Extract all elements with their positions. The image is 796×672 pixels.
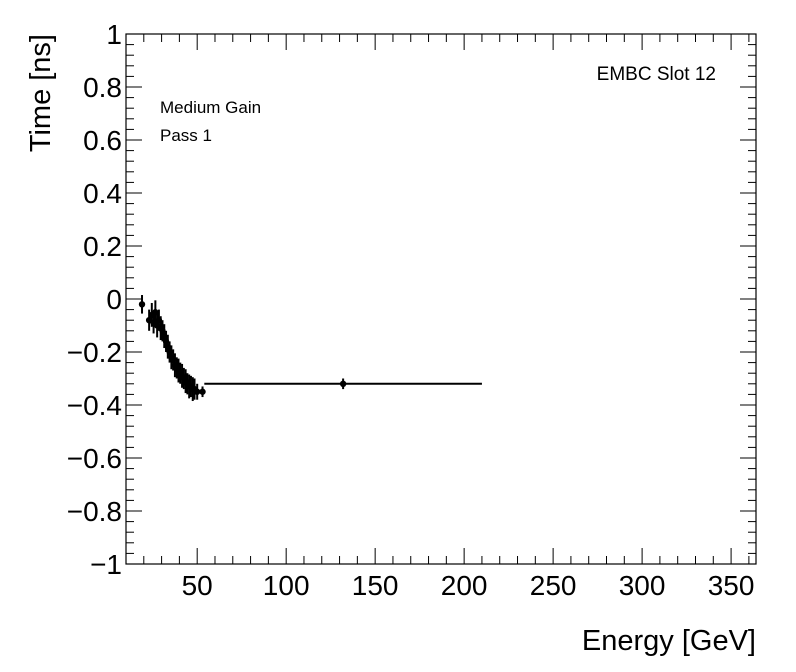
x-tick-label: 250	[530, 570, 577, 601]
y-tick-label: 0.4	[83, 178, 122, 209]
x-tick-label: 200	[441, 570, 488, 601]
y-tick-label: 0.8	[83, 72, 122, 103]
x-tick-label: 150	[352, 570, 399, 601]
x-tick-label: 350	[708, 570, 755, 601]
y-tick-label: −0.6	[67, 443, 122, 474]
x-axis-title: Energy [GeV]	[582, 625, 756, 657]
data-point	[138, 295, 146, 314]
point-marker	[138, 301, 146, 308]
axis-ticks	[126, 33, 756, 565]
y-tick-label: 0.2	[83, 231, 122, 262]
gain-annotation: Medium Gain	[160, 98, 261, 117]
x-tick-label: 100	[263, 570, 310, 601]
y-tick-label: 1	[106, 19, 122, 50]
y-tick-label: −1	[90, 549, 122, 580]
data-point	[193, 383, 201, 400]
x-tick-labels: 50 100 150 200 250 300 350	[182, 570, 755, 601]
data-point	[204, 378, 482, 390]
y-tick-label: −0.8	[67, 496, 122, 527]
x-tick-label: 300	[619, 570, 666, 601]
y-tick-label: −0.2	[67, 337, 122, 368]
y-tick-labels: −1 −0.8 −0.6 −0.4 −0.2 0 0.2 0.4 0.6 0.8 1	[67, 19, 122, 580]
slot-annotation: EMBC Slot 12	[597, 64, 716, 85]
point-marker	[339, 380, 347, 387]
point-marker	[193, 388, 201, 395]
pass-annotation: Pass 1	[160, 126, 212, 145]
y-tick-label: 0.6	[83, 125, 122, 156]
y-tick-label: −0.4	[67, 390, 122, 421]
data-point	[199, 386, 206, 398]
y-tick-label: 0	[106, 284, 122, 315]
y-axis-title: Time [ns]	[25, 34, 57, 152]
x-tick-label: 50	[182, 570, 213, 601]
point-marker	[199, 388, 206, 395]
data-points	[138, 295, 482, 402]
